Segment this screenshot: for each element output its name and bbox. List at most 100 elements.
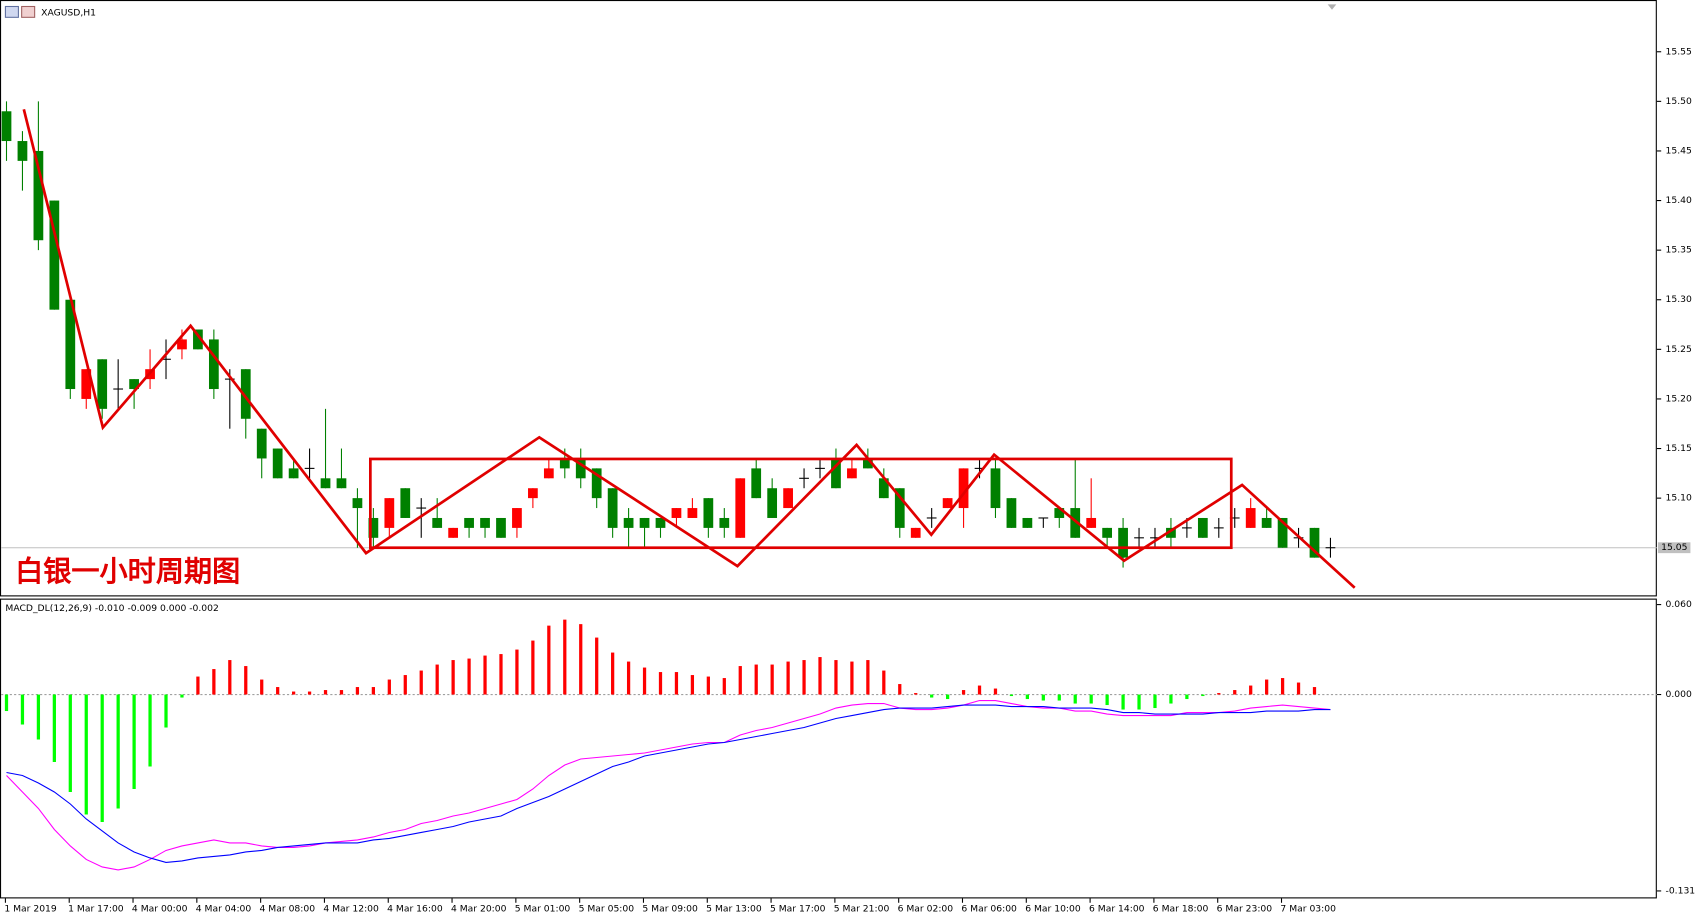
y-tick-label: -0.131 [1666,885,1696,896]
candle-body [990,468,1001,509]
candle-body [240,369,251,419]
zigzag-drawing [22,109,1356,589]
chart-title: XAGUSD,H1 [41,7,96,18]
candle-body [591,468,602,499]
candle-body [607,488,618,528]
x-tick-label: 4 Mar 12:00 [323,904,379,915]
y-tick-label: 0.000 [1666,689,1692,700]
candle-body [81,369,92,399]
x-tick-label: 4 Mar 08:00 [260,904,316,915]
candle-body [623,517,634,528]
candle-body [384,498,395,528]
x-tick-label: 6 Mar 23:00 [1217,904,1273,915]
candle-body [1261,517,1272,528]
candle-body [528,488,538,499]
candle-body [671,508,682,518]
candle-body [878,478,889,499]
candle-body [1022,517,1033,528]
candle-body [320,478,331,489]
candle-body [448,527,459,538]
x-tick-label: 6 Mar 02:00 [898,904,954,915]
range-box [369,457,1233,550]
candle-body [1070,508,1081,538]
candle-body [480,517,490,528]
macd-line [6,704,1331,864]
candle-body [352,498,363,509]
candle-body [336,478,347,489]
symbol-icon [21,5,36,18]
candle-body [1086,517,1097,528]
candle-body [33,150,44,241]
candle-body [1102,527,1113,538]
y-tick-label: 15.10 [1666,493,1692,504]
x-tick-label: 4 Mar 20:00 [451,904,507,915]
y-tick-label: 15.20 [1666,393,1692,404]
x-tick-label: 5 Mar 21:00 [834,904,890,915]
candle-body [208,339,219,390]
candle-body [17,141,28,161]
candle-body [496,517,506,538]
candle-body [432,517,443,528]
candle-body [862,458,873,469]
candle-body [1,111,12,142]
candle-body [910,527,921,538]
candle-body [735,478,746,538]
candle-body [272,448,283,479]
y-tick-label: 15.25 [1666,344,1692,355]
candle-body [1309,527,1320,558]
last-price-label: 15.05 [1661,542,1687,553]
candle-body [655,517,666,528]
candle-body [767,488,778,518]
y-tick-label: 15.30 [1666,294,1692,305]
x-tick-label: 1 Mar 17:00 [68,904,124,915]
y-tick-label: 15.55 [1666,46,1692,57]
macd-line [6,699,1331,871]
annotation: 白银一小时周期图 [15,555,240,588]
candle-body [129,379,139,390]
y-tick-label: 15.50 [1666,96,1692,107]
x-tick-label: 5 Mar 05:00 [579,904,635,915]
candle-body [783,488,793,509]
candle-body [288,468,299,479]
candle-body [65,299,76,390]
candle-body [256,428,267,459]
candle-body [751,468,762,499]
candle-body [942,498,953,509]
symbol-icon [4,5,19,18]
candle-body [1245,508,1256,528]
y-tick-label: 0.060 [1666,599,1692,610]
x-tick-label: 6 Mar 14:00 [1089,904,1145,915]
candle-body [1118,527,1128,558]
candle-body [559,458,570,469]
last-price-box [1657,542,1691,554]
x-tick-label: 5 Mar 17:00 [770,904,826,915]
x-tick-label: 1 Mar 2019 [4,904,57,915]
candle-body [512,508,522,528]
candle-body [177,339,187,350]
candle-body [543,468,554,479]
candle-body [703,498,714,528]
marks: 15.55 15.50 15.45 15.40 15.35 15.30 15.25 15.20… [1,46,1696,915]
shift-marker [1327,4,1337,10]
candle-body [1054,508,1065,518]
y-tick-label: 15.15 [1666,443,1692,454]
y-tick-label: 15.45 [1666,145,1692,156]
candle-body [193,329,203,350]
candle-body [719,517,730,528]
candle-body [400,488,411,518]
candle-body [575,458,586,479]
x-tick-label: 7 Mar 03:00 [1280,904,1336,915]
x-tick-label: 6 Mar 06:00 [961,904,1017,915]
x-tick-label: 5 Mar 09:00 [642,904,698,915]
candle-body [894,488,905,528]
candle-body [368,517,379,538]
candle-body [49,200,60,310]
main-panel [0,0,1657,597]
candle-body [1277,517,1288,548]
candle-body [1006,498,1017,528]
x-tick-label: 5 Mar 13:00 [706,904,762,915]
candle-body [1197,517,1208,538]
y-tick-label: 15.35 [1666,245,1692,256]
